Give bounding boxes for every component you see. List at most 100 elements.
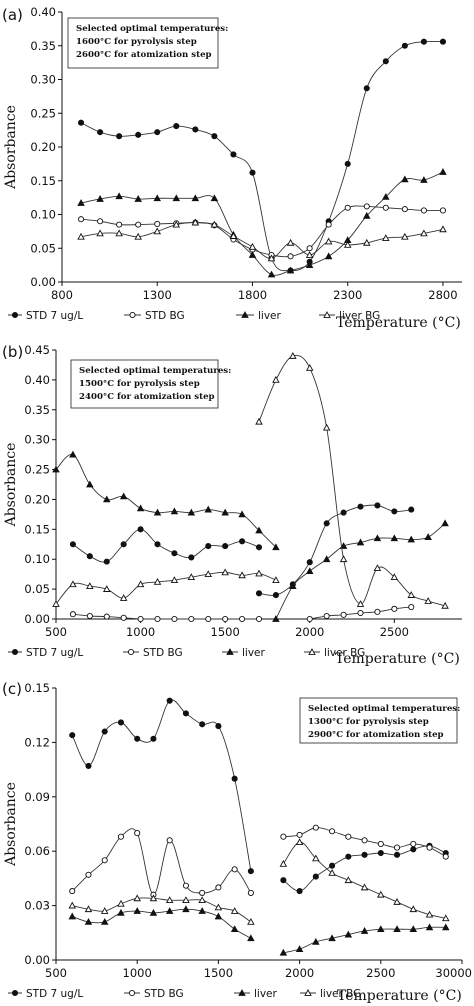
data-point xyxy=(204,505,213,513)
y-tick-label: 0.05 xyxy=(30,241,56,255)
data-point xyxy=(171,550,178,557)
annotation-line: 2600°C for atomization step xyxy=(76,50,212,60)
y-tick-label: 0.03 xyxy=(24,899,50,913)
y-tick-label: 0.15 xyxy=(24,681,50,695)
data-point xyxy=(230,151,237,158)
data-point xyxy=(441,923,450,931)
data-point xyxy=(154,615,161,623)
data-point xyxy=(210,220,219,228)
annotation-box: Selected optimal temperatures: 1300°C for… xyxy=(299,697,460,744)
y-tick-label: 0.00 xyxy=(24,953,50,967)
data-point xyxy=(361,851,368,858)
annotation-frame xyxy=(299,697,458,744)
y-tick-label: 0.15 xyxy=(24,522,50,536)
data-point xyxy=(255,569,263,577)
data-point xyxy=(305,567,314,575)
y-tick-label: 0.05 xyxy=(24,582,50,596)
data-point xyxy=(165,907,174,914)
data-point xyxy=(289,582,297,589)
legend-marker xyxy=(128,989,136,997)
data-point xyxy=(188,615,195,623)
data-point xyxy=(329,828,336,835)
legend-marker xyxy=(226,648,234,655)
data-point xyxy=(154,129,161,136)
series-liver-bg xyxy=(52,352,449,609)
data-point xyxy=(239,615,246,623)
legend-label: STD BG xyxy=(144,988,184,1000)
data-point xyxy=(360,927,369,934)
data-point xyxy=(172,220,181,228)
data-point xyxy=(86,553,93,560)
data-point xyxy=(424,533,432,540)
annotation-line: 2400°C for atomization step xyxy=(79,392,215,402)
data-point xyxy=(136,504,145,512)
data-point xyxy=(134,830,141,837)
legend-label: STD 7 ug/L xyxy=(26,310,83,322)
data-point xyxy=(339,542,348,549)
data-point xyxy=(137,526,144,533)
data-point xyxy=(280,877,287,884)
chart-panel-c: (c) 0.00 0.03 0.06 0.09 0.12 0.15 500 1000 1500 20… xyxy=(2,680,472,1004)
legend-marker xyxy=(127,648,135,656)
data-point xyxy=(199,889,206,896)
data-point xyxy=(306,615,313,623)
data-point xyxy=(84,917,93,925)
data-point xyxy=(205,615,212,623)
data-point xyxy=(343,240,352,248)
data-point xyxy=(420,229,428,237)
series-line xyxy=(258,504,412,596)
annotation-line: 1500°C for pyrolysis step xyxy=(79,379,200,389)
data-point xyxy=(247,917,255,925)
data-point xyxy=(323,612,330,620)
data-point xyxy=(360,883,369,891)
data-point xyxy=(312,937,320,945)
legend-marker xyxy=(11,648,19,656)
annotation-frame xyxy=(67,17,219,69)
annotation-line: 1600°C for pyrolysis step xyxy=(76,37,197,47)
x-tick-label: 1300 xyxy=(143,288,172,302)
x-tick-label: 1800 xyxy=(238,288,267,302)
legend-label: liver BG xyxy=(324,647,365,659)
y-tick-label: 0.30 xyxy=(24,433,50,447)
data-point xyxy=(100,917,109,925)
legend-label: STD 7 ug/L xyxy=(26,647,83,659)
data-point xyxy=(222,615,229,623)
legend-marker xyxy=(308,648,316,655)
data-point xyxy=(305,261,314,268)
data-point xyxy=(103,613,110,620)
data-point xyxy=(222,543,229,550)
data-point xyxy=(153,578,162,585)
data-point xyxy=(312,854,320,862)
y-tick-label: 0.06 xyxy=(24,844,50,858)
y-tick-label: 0.20 xyxy=(24,492,50,506)
data-point xyxy=(69,611,76,618)
data-point xyxy=(134,735,141,742)
legend-label: STD 7 ug/L xyxy=(26,988,83,1000)
y-tick-label: 0.10 xyxy=(24,552,50,566)
data-point xyxy=(340,611,347,618)
data-point xyxy=(425,910,434,918)
data-point xyxy=(247,934,255,942)
data-point xyxy=(101,728,108,735)
data-point xyxy=(267,270,276,278)
data-point xyxy=(356,538,365,546)
data-point xyxy=(255,590,263,597)
legend-item-std-bg: STD BG xyxy=(123,647,183,659)
data-point xyxy=(182,905,190,913)
y-tick-label: 0.35 xyxy=(24,403,50,417)
data-point xyxy=(344,876,353,884)
data-point xyxy=(166,697,173,704)
legend-label: STD BG xyxy=(145,310,185,322)
data-point xyxy=(357,503,364,510)
data-point xyxy=(345,853,352,860)
legend-label: liver BG xyxy=(320,988,361,1000)
legend-label: liver BG xyxy=(339,310,380,322)
data-point xyxy=(255,544,263,551)
data-point xyxy=(182,710,189,717)
x-tick-label: 1500 xyxy=(211,625,240,639)
data-point xyxy=(77,216,85,223)
data-point xyxy=(401,175,409,183)
data-point xyxy=(116,221,123,228)
data-point xyxy=(248,242,257,250)
data-point xyxy=(182,882,189,889)
